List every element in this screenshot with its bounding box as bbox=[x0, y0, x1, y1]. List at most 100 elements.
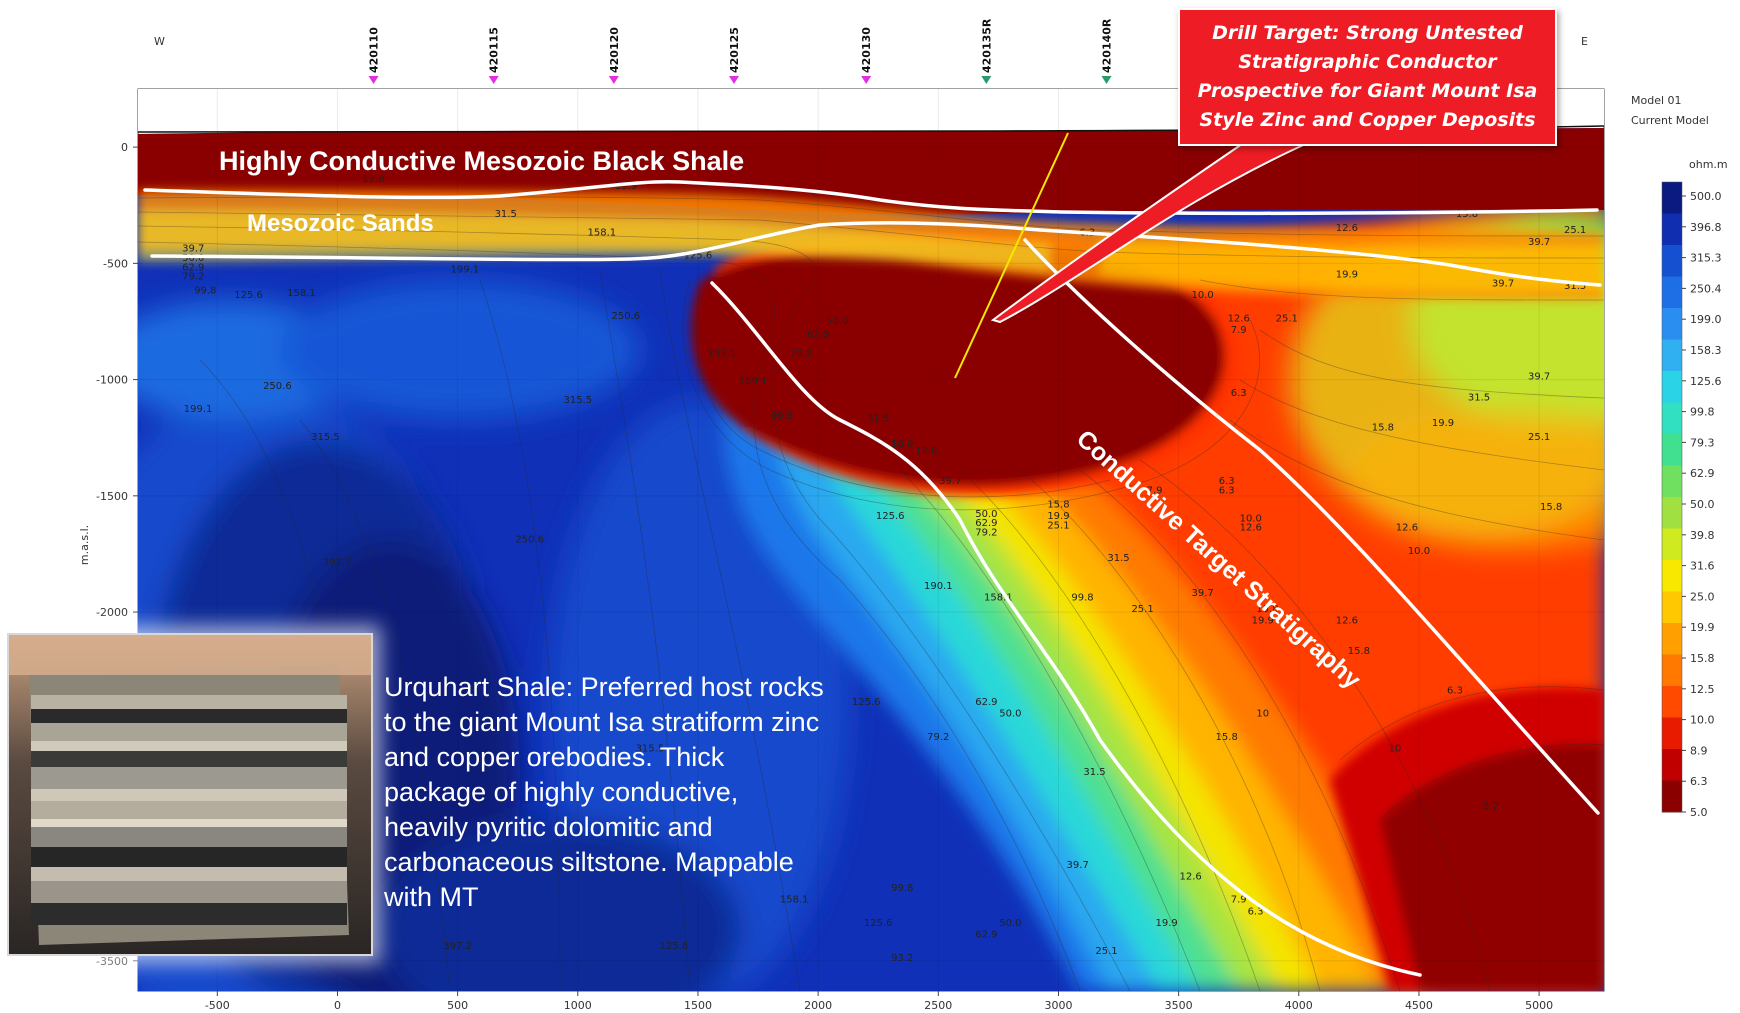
contour-label: 7.9 bbox=[1231, 895, 1247, 906]
target-stratigraphy-top-line bbox=[710, 281, 1422, 977]
colorbar-label: 39.8 bbox=[1690, 529, 1715, 542]
contour-label: 158.1 bbox=[588, 227, 617, 238]
contour-label: 15.8 bbox=[1456, 209, 1478, 220]
contour-label: 15.8 bbox=[1348, 646, 1370, 657]
well-marker bbox=[861, 76, 872, 84]
contour-label: 199.1 bbox=[708, 348, 737, 359]
colorbar-segment bbox=[1662, 245, 1682, 277]
callout-pointer bbox=[990, 141, 1311, 324]
contour-label: 397.2 bbox=[443, 941, 472, 952]
contour-label: 12.6 bbox=[1228, 313, 1250, 324]
colorbar-border bbox=[1661, 181, 1683, 813]
contour-label: 39.7 bbox=[1192, 588, 1214, 599]
well-label: 420130 bbox=[860, 27, 873, 73]
contour-label: 79.2 bbox=[182, 272, 204, 283]
contour-label: 15.8 bbox=[1540, 502, 1562, 513]
colorbar-segment bbox=[1662, 686, 1682, 718]
x-tick-label: 500 bbox=[447, 999, 468, 1012]
x-tick-label: 1000 bbox=[564, 999, 592, 1012]
contour-label: 25.1 bbox=[1095, 946, 1117, 957]
contour-label: 397.7 bbox=[323, 558, 352, 569]
contour-label: 79.2 bbox=[927, 732, 949, 743]
x-axis: -500 0 500 1000 1500 2000 2500 3000 3500 4000 4500… bbox=[205, 991, 1553, 1012]
colorbar-segment bbox=[1662, 339, 1682, 372]
contour-label: 50.0 bbox=[999, 709, 1021, 720]
colorbar-segment bbox=[1662, 276, 1682, 309]
well-label: 420120 bbox=[608, 27, 621, 73]
contour-label: 315.5 bbox=[311, 432, 340, 443]
colorbar-segment bbox=[1662, 434, 1682, 466]
colorbar-segment bbox=[1662, 717, 1682, 750]
y-tick-label: -500 bbox=[103, 257, 128, 270]
contour-label: 12.6 bbox=[1336, 616, 1358, 627]
contour-label: 12.6 bbox=[1396, 523, 1418, 534]
contour-label: 99.8 bbox=[771, 411, 793, 422]
contour-label: 79.2 bbox=[790, 348, 812, 359]
colorbar-segment bbox=[1662, 780, 1682, 813]
contour-label: 125.6 bbox=[852, 697, 881, 708]
contour-label: 25.1 bbox=[1276, 313, 1298, 324]
contour-label: 6.3 bbox=[1248, 906, 1264, 917]
callout-line-3: Prospective for Giant Mount Isa bbox=[1197, 80, 1538, 102]
colorbar-segment bbox=[1662, 749, 1682, 781]
resistivity-field: 12.815.931.5158.1125.639.750.062.979.299… bbox=[138, 89, 1604, 991]
well-label: 420140R bbox=[1101, 18, 1114, 73]
contour-label: 62.9 bbox=[975, 930, 997, 941]
contour-labels: 12.815.931.5158.1125.639.750.062.979.299… bbox=[182, 174, 1586, 964]
well-marker bbox=[981, 76, 992, 84]
contour-label: 31.5 bbox=[495, 209, 517, 220]
colorbar-segment bbox=[1662, 371, 1682, 403]
contour-label: 158.1 bbox=[984, 592, 1013, 603]
model-title: Model 01 bbox=[1631, 94, 1682, 107]
contour-label: 50.0 bbox=[975, 509, 997, 520]
contour-label: 125.6 bbox=[876, 511, 905, 522]
model-subtitle: Current Model bbox=[1631, 114, 1709, 127]
colorbar-label: 125.6 bbox=[1690, 375, 1722, 388]
colorbar-label: 315.3 bbox=[1690, 252, 1722, 265]
contour-label: 15.9 bbox=[615, 181, 637, 192]
x-tick-label: 0 bbox=[334, 999, 341, 1012]
contour-label: 158.1 bbox=[780, 895, 809, 906]
well-marker bbox=[368, 76, 379, 84]
contour-label: 10 bbox=[1389, 744, 1402, 755]
contour-label: 39.7 bbox=[1528, 237, 1550, 248]
well-marker bbox=[1101, 76, 1112, 84]
contour-label: 12.6 bbox=[915, 446, 937, 457]
colorbar-label: 158.3 bbox=[1690, 344, 1722, 357]
colorbar-label: 396.8 bbox=[1690, 221, 1722, 234]
contour-label: 39.7 bbox=[939, 476, 961, 487]
contour-label: 19.9 bbox=[1432, 418, 1454, 429]
contour-label: 93.2 bbox=[891, 953, 913, 964]
colorbar-segment bbox=[1662, 623, 1682, 655]
x-tick-label: 4500 bbox=[1405, 999, 1433, 1012]
colorbar-segment bbox=[1662, 402, 1682, 435]
colorbar-segment bbox=[1662, 213, 1682, 246]
colorbar: 500.0 396.8 315.3 250.4 199.0 158.3 125.6 99.8 7… bbox=[1661, 181, 1722, 819]
contour-label: 125.6 bbox=[684, 251, 713, 262]
well-markers: 420110 420115 420120 420125 420130 420135R 420… bbox=[368, 18, 1114, 84]
contour-label: 12.6 bbox=[1180, 871, 1202, 882]
well-label: 420110 bbox=[368, 27, 381, 73]
callout-line-4: Style Zinc and Copper Deposits bbox=[1199, 109, 1536, 131]
contour-label: 10.0 bbox=[1192, 290, 1214, 301]
urquhart-shale-description: Urquhart Shale: Preferred host rocks to … bbox=[384, 672, 824, 912]
contour-label: 62.9 bbox=[975, 518, 997, 529]
colorbar-segment bbox=[1662, 528, 1682, 561]
contour-label: 10.0 bbox=[1240, 513, 1262, 524]
x-tick-label: 2000 bbox=[804, 999, 832, 1012]
contour-label: 190.1 bbox=[924, 581, 953, 592]
contour-label: 31.5 bbox=[867, 413, 889, 424]
well-marker bbox=[488, 76, 499, 84]
drill-target-callout: Drill Target: Strong Untested Stratigrap… bbox=[1178, 8, 1557, 146]
interpretation-lines bbox=[143, 179, 1602, 977]
contour-label: 39.7 bbox=[1528, 372, 1550, 383]
y-tick-label: -1000 bbox=[96, 374, 128, 387]
well-420140R: 420140R bbox=[1101, 18, 1114, 84]
contour-label: 159.1 bbox=[739, 376, 768, 387]
colorbar-segment bbox=[1662, 497, 1682, 529]
colorbar-label: 50.0 bbox=[1690, 498, 1715, 511]
colorbar-segment bbox=[1662, 560, 1682, 592]
contour-label: 15.8 bbox=[1256, 604, 1278, 615]
contour-label: 25.1 bbox=[1564, 225, 1586, 236]
